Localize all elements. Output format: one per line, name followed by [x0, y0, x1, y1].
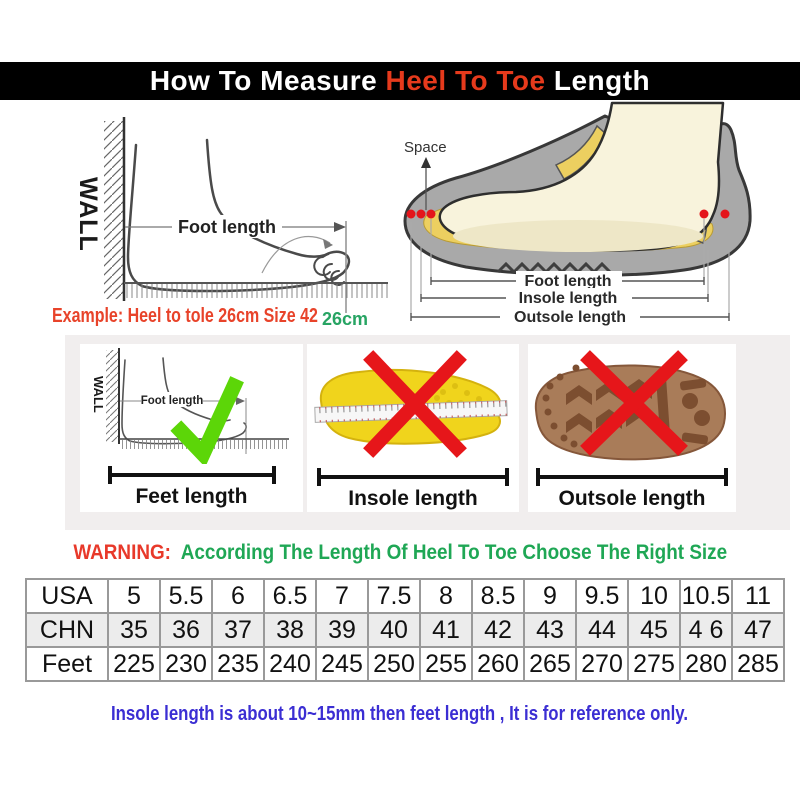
feet-length-art: WALL Foot length [91, 348, 289, 464]
table-row-label: USA [25, 578, 109, 614]
header-title-suffix: Length [545, 65, 651, 96]
table-cell: 285 [731, 646, 785, 682]
table-cell: 235 [211, 646, 265, 682]
table-cell: 43 [523, 612, 577, 648]
table-cell: 6.5 [263, 578, 317, 614]
table-cell: 44 [575, 612, 629, 648]
table-cell: 4 6 [679, 612, 733, 648]
table-cell: 47 [731, 612, 785, 648]
foot-shading [453, 220, 703, 252]
table-cell: 8 [419, 578, 473, 614]
table-cell: 45 [627, 612, 681, 648]
table-row: CHN 35 36 37 38 39 40 41 42 43 44 45 4 6 47 [25, 612, 785, 648]
sole-tread [496, 261, 612, 275]
outsole-art [534, 350, 726, 461]
table-cell: 5 [107, 578, 161, 614]
foot-length-arrowhead [334, 222, 346, 232]
measure-value: 26cm [322, 309, 369, 329]
guide-lines [410, 219, 730, 314]
measure-dots [406, 209, 730, 219]
cross-icon [362, 350, 467, 458]
shoe-outsole-length-label: Outsole length [514, 309, 626, 326]
table-cell: 255 [419, 646, 473, 682]
mini-wall-label: WALL [91, 376, 106, 413]
size-table: USA 5 5.5 6 6.5 7 7.5 8 8.5 9 9.5 10 10.5 11 CHN 35 36 37… [25, 578, 785, 682]
panel-strip: WALL Foot length Feet length [65, 335, 790, 530]
panel-feet-length: WALL Foot length Feet length [80, 344, 303, 512]
table-cell: 240 [263, 646, 317, 682]
table-cell: 6 [211, 578, 265, 614]
table-cell: 250 [367, 646, 421, 682]
table-cell: 10 [627, 578, 681, 614]
wall-label: WALL [74, 177, 102, 252]
table-cell: 38 [263, 612, 317, 648]
insole-length-label: Insole length [348, 487, 478, 510]
table-cell: 7.5 [367, 578, 421, 614]
outsole-length-bracket [536, 468, 728, 486]
table-row: USA 5 5.5 6 6.5 7 7.5 8 8.5 9 9.5 10 10.5 11 [25, 578, 785, 614]
table-cell: 230 [159, 646, 213, 682]
table-cell: 270 [575, 646, 629, 682]
header-title-highlight: Heel To Toe [385, 65, 546, 96]
table-cell: 37 [211, 612, 265, 648]
table-cell: 40 [367, 612, 421, 648]
warning-label: WARNING: [73, 541, 171, 564]
table-cell: 225 [107, 646, 161, 682]
outsole-length-label: Outsole length [558, 487, 706, 510]
footnote-text: Insole length is about 10~15mm then feet… [0, 703, 800, 726]
cross-icon [579, 350, 688, 456]
table-cell: 245 [315, 646, 369, 682]
table-cell: 275 [627, 646, 681, 682]
foot-length-label: Foot length [178, 217, 276, 237]
table-cell: 280 [679, 646, 733, 682]
table-cell: 41 [419, 612, 473, 648]
shoe-foot-length-label: Foot length [524, 273, 611, 290]
check-icon [170, 376, 244, 464]
example-text: Example: Heel to tole 26cm Size 42 [52, 305, 318, 327]
warning-message: According The Length Of Heel To Toe Choo… [180, 541, 727, 564]
table-cell: 42 [471, 612, 525, 648]
space-arrowhead [421, 157, 431, 168]
table-cell: 8.5 [471, 578, 525, 614]
table-row-label: Feet [25, 646, 109, 682]
table-row: Feet 225 230 235 240 245 250 255 260 265 270 275 280… [25, 646, 785, 682]
table-cell: 260 [471, 646, 525, 682]
table-cell: 9.5 [575, 578, 629, 614]
mini-foot-length-label: Foot length [141, 395, 204, 407]
table-cell: 36 [159, 612, 213, 648]
table-cell: 10.5 [679, 578, 733, 614]
insole-art [313, 350, 508, 458]
table-cell: 39 [315, 612, 369, 648]
header-title-prefix: How To Measure [149, 65, 386, 96]
shoe-cross-section-diagram: Space Foot length Insole length Outsole … [398, 100, 798, 335]
panel-outsole-length: Outsole length [528, 344, 736, 512]
shoe-insole-length-label: Insole length [519, 290, 618, 307]
table-row-label: CHN [25, 612, 109, 648]
ruler-ticks [124, 284, 388, 298]
warning-text: WARNING: According The Length Of Heel To… [0, 541, 800, 565]
mini-wall-hatching [106, 350, 119, 442]
insole-length-bracket [317, 468, 509, 486]
table-cell: 265 [523, 646, 577, 682]
space-label: Space [404, 139, 447, 156]
table-cell: 35 [107, 612, 161, 648]
footnote-content: Insole length is about 10~15mm then feet… [111, 703, 689, 725]
foot-measure-diagram: WALL Foot length [40, 105, 400, 320]
wall-hatching [104, 121, 124, 299]
table-cell: 5.5 [159, 578, 213, 614]
instep-arrowhead [323, 239, 333, 249]
feet-length-bracket [107, 466, 276, 484]
header-bar: How To Measure Heel To Toe Length [0, 62, 800, 100]
feet-length-label: Feet length [135, 485, 248, 508]
table-cell: 9 [523, 578, 577, 614]
panel-insole-length: Insole length [307, 344, 519, 512]
table-cell: 7 [315, 578, 369, 614]
table-cell: 11 [731, 578, 785, 614]
